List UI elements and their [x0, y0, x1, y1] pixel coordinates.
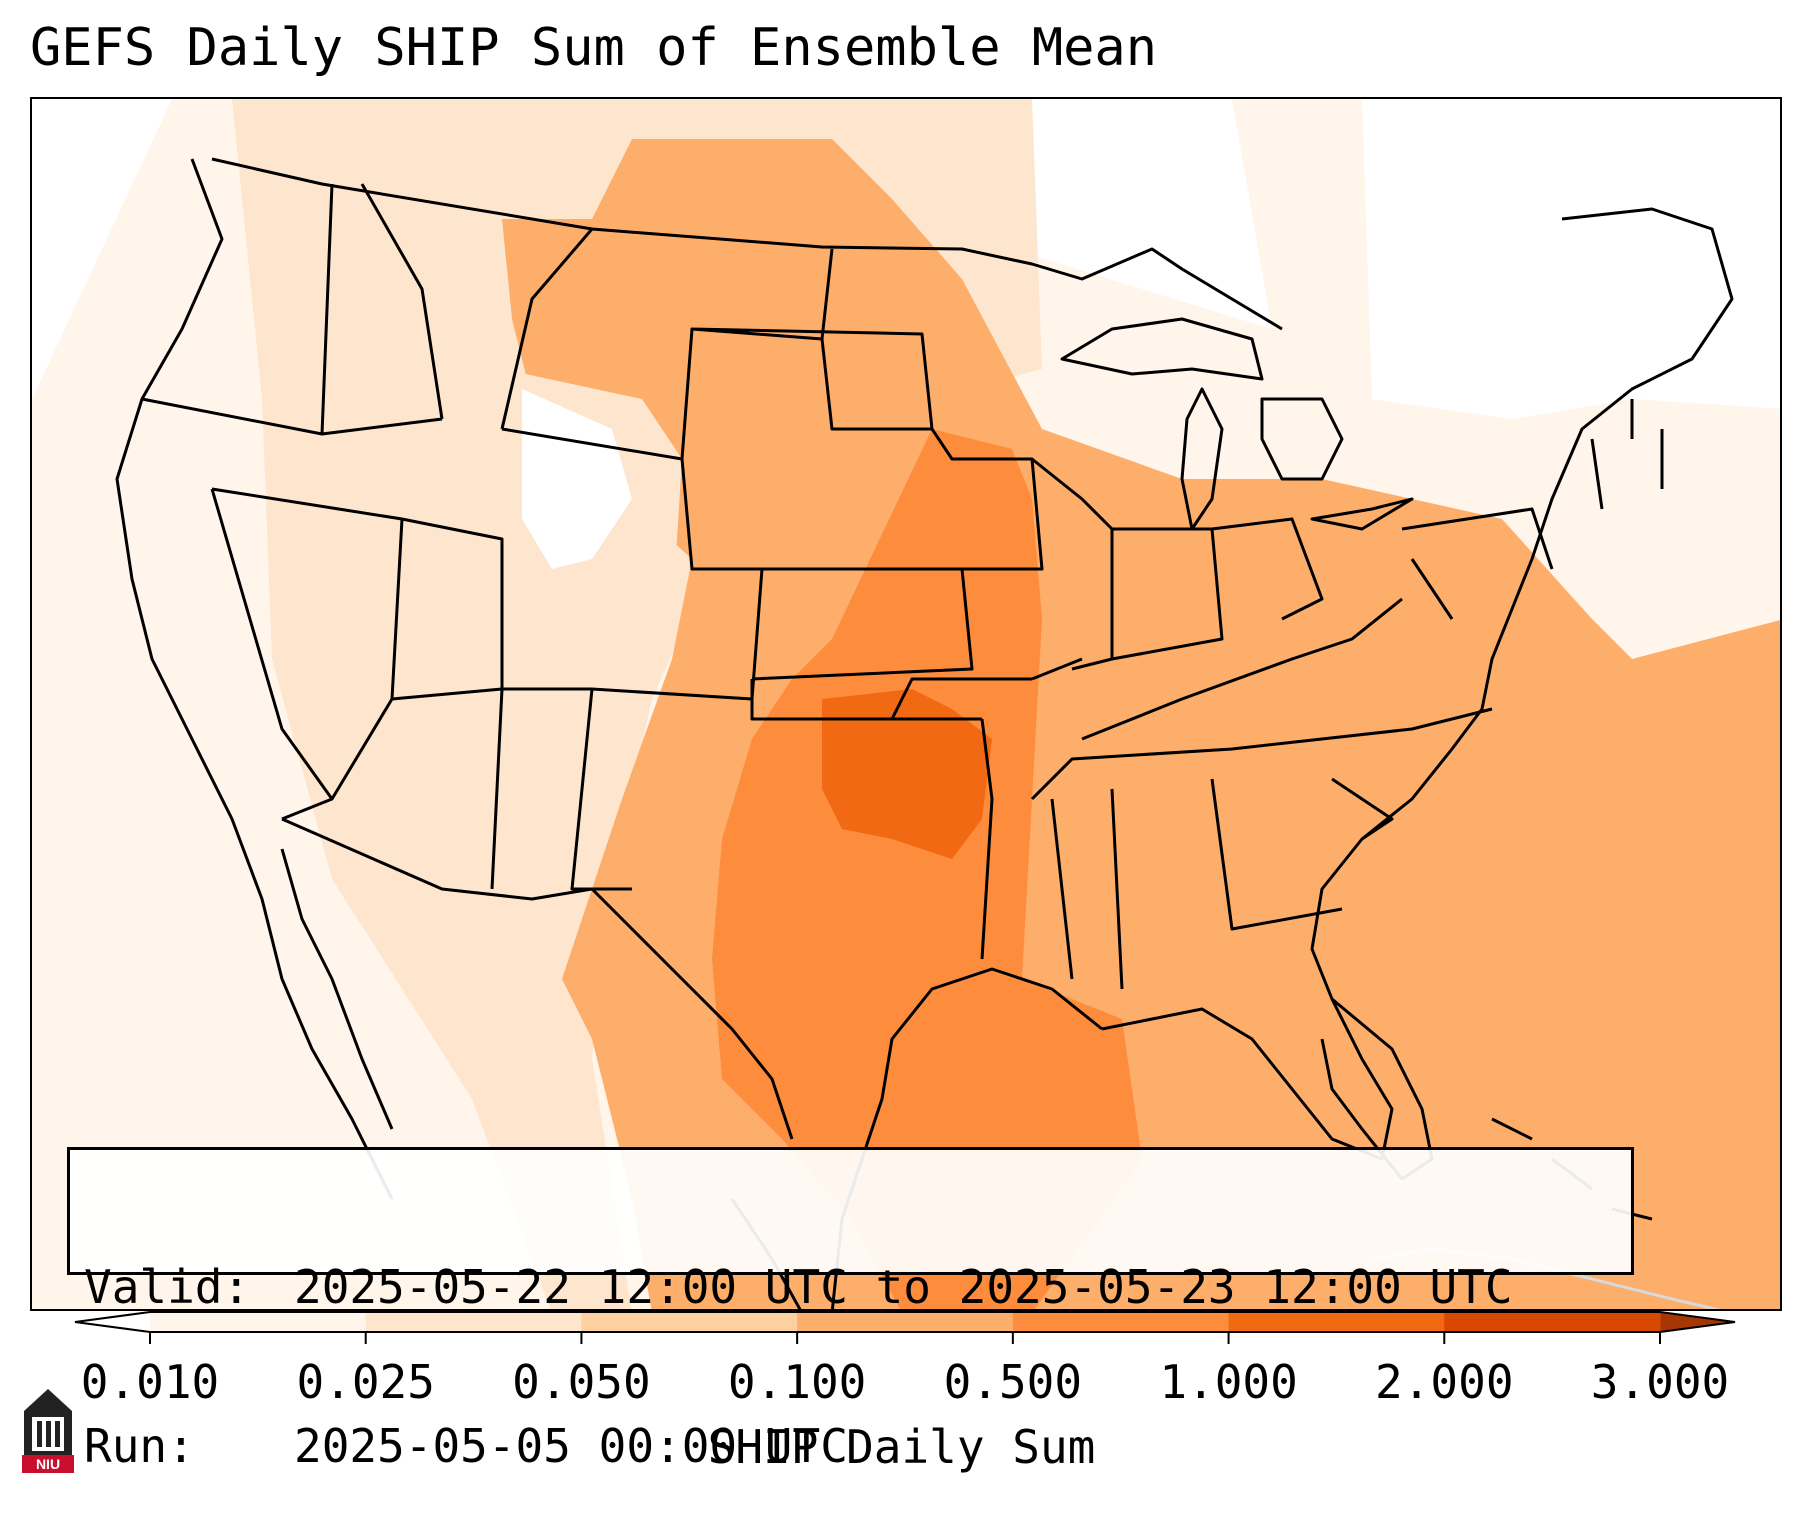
west-coastline: [115, 158, 394, 1200]
colorbar-tick-label: 0.100: [727, 1355, 867, 1409]
colorbar-bin: [1444, 1312, 1661, 1332]
colorbar-tick-label: 0.025: [296, 1355, 435, 1409]
shaded-field-and-boundaries: [32, 99, 1780, 1309]
max-shading-oklahoma: [822, 689, 992, 859]
darker-shading-central: [712, 429, 1142, 1309]
colorbar-tick-label: 1.000: [1159, 1355, 1298, 1409]
colorbar-tick-label: 0.050: [512, 1355, 651, 1409]
colorbar-bin: [1228, 1312, 1445, 1332]
colorbar-bin: [365, 1312, 582, 1332]
colorbar-extend-min: [75, 1312, 150, 1332]
northeast-coastline: [1101, 207, 1734, 1161]
colorbar-tick-label: 0.010: [80, 1355, 220, 1409]
colorbar-label: SHIP Daily Sum: [707, 1420, 1096, 1474]
niu-logo: NIU: [22, 1389, 74, 1473]
colorbar: [74, 1311, 1736, 1344]
colorbar-bin: [150, 1312, 367, 1332]
colorbar-tick-label: 0.500: [943, 1355, 1083, 1409]
run-label: Run:: [84, 1419, 195, 1473]
state-lines: [141, 183, 1664, 990]
white-patch-colorado: [522, 389, 632, 569]
map-title: GEFS Daily SHIP Sum of Ensemble Mean: [30, 18, 1158, 78]
colorbar-bin: [581, 1312, 798, 1332]
validity-info-box: Valid: 2025-05-22 12:00 UTC to 2025-05-23…: [67, 1147, 1634, 1473]
boundaries: [115, 157, 1734, 1309]
colorbar-tick-label: 2.000: [1375, 1355, 1514, 1409]
colorbar-bin: [1012, 1312, 1230, 1332]
lake-superior: [1060, 317, 1264, 381]
colorbar-bin: [797, 1312, 1014, 1332]
lake-huron-and-erie: [1260, 397, 1414, 531]
us-canada-border: [211, 157, 1283, 331]
run-time: 2025-05-05 00:00 UTC: [294, 1419, 848, 1473]
map-panel: [30, 97, 1782, 1311]
us-mexico-border: [281, 817, 794, 1140]
logo-text: NIU: [36, 1456, 60, 1472]
baja-coastline: [280, 848, 394, 1130]
colorbar-extend-max: [1660, 1312, 1735, 1332]
valid-time: 2025-05-22 12:00 UTC to 2025-05-23 12:00…: [294, 1260, 1513, 1314]
valid-label: Valid:: [84, 1260, 251, 1314]
colorbar-tick-label: 3.000: [1590, 1355, 1730, 1409]
ship-shading: [32, 99, 1780, 1309]
